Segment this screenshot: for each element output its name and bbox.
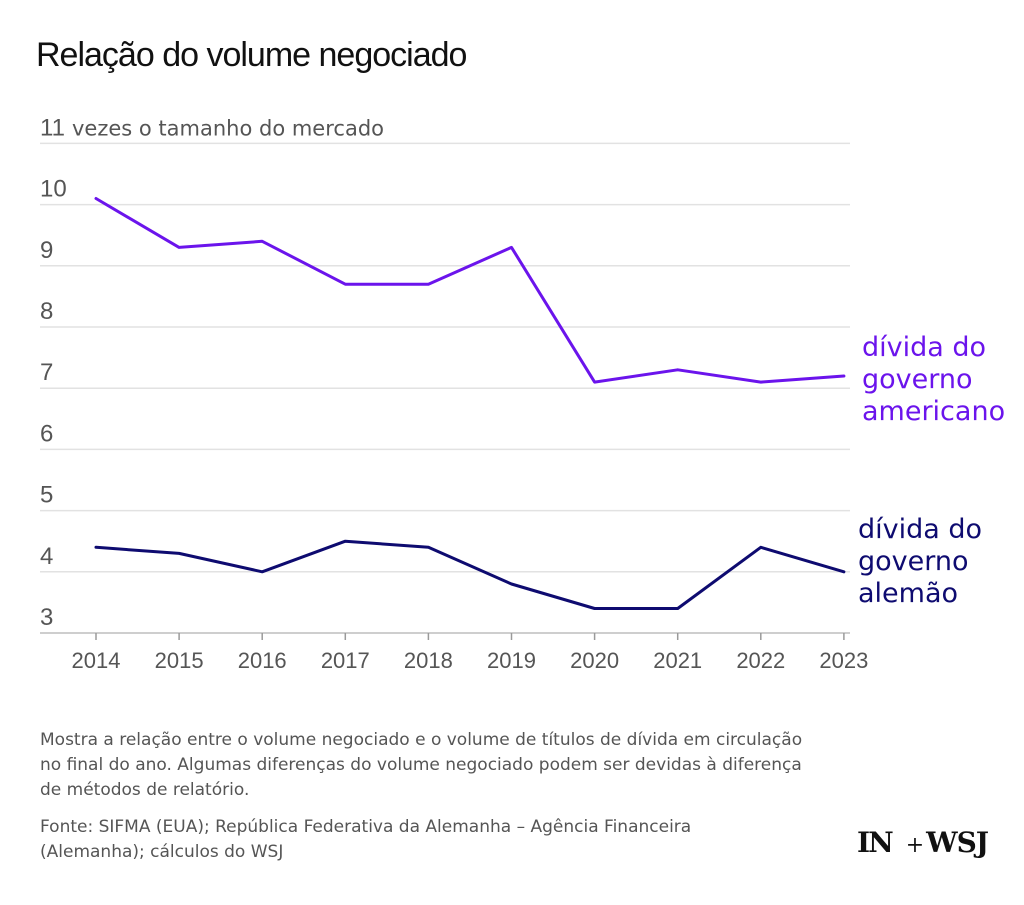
series-label: americano bbox=[862, 396, 1005, 427]
y-tick-label-top: 11 bbox=[40, 114, 65, 141]
x-tick-label: 2021 bbox=[653, 648, 702, 673]
y-tick-label: 8 bbox=[40, 298, 53, 325]
series-label: governo bbox=[858, 546, 969, 577]
series-line bbox=[94, 197, 846, 384]
series-label: alemão bbox=[858, 578, 958, 609]
series-label: dívida do bbox=[862, 332, 986, 363]
x-tick-label: 2016 bbox=[238, 648, 287, 673]
publisher-logo: IN +WSJ bbox=[857, 826, 989, 859]
x-tick-label: 2017 bbox=[321, 648, 370, 673]
logo-wsj: WSJ bbox=[926, 826, 989, 859]
y-tick-label: 9 bbox=[40, 237, 53, 264]
x-tick-label: 2023 bbox=[819, 648, 868, 673]
chart-title: Relação do volume negociado bbox=[36, 36, 467, 74]
chart-source: Fonte: SIFMA (EUA); República Federativa… bbox=[40, 817, 692, 862]
y-axis-label: vezes o tamanho do mercado bbox=[72, 116, 384, 140]
series-label: governo bbox=[862, 364, 973, 395]
logo-in: IN bbox=[857, 826, 894, 859]
y-tick-label: 3 bbox=[40, 604, 53, 631]
y-tick-label: 7 bbox=[40, 359, 53, 386]
x-tick-label: 2022 bbox=[736, 648, 785, 673]
y-tick-label: 4 bbox=[40, 543, 53, 570]
line-chart: 3 4 5 6 7 8 9 10 11 vezes o tamanho do mercado 201… bbox=[40, 114, 1005, 673]
chart-note: Mostra a relação entre o volume negociad… bbox=[40, 730, 803, 800]
x-tick-label: 2014 bbox=[72, 648, 121, 673]
x-tick-label: 2019 bbox=[487, 648, 536, 673]
x-tick-label: 2020 bbox=[570, 648, 619, 673]
x-tick-label: 2018 bbox=[404, 648, 453, 673]
y-tick-label: 6 bbox=[40, 420, 53, 447]
logo-plus: + bbox=[905, 833, 925, 858]
series-label: dívida do bbox=[858, 514, 982, 545]
x-tick-label: 2015 bbox=[155, 648, 204, 673]
series-line bbox=[94, 539, 846, 610]
y-tick-label: 10 bbox=[40, 176, 67, 203]
y-tick-label: 5 bbox=[40, 482, 53, 509]
